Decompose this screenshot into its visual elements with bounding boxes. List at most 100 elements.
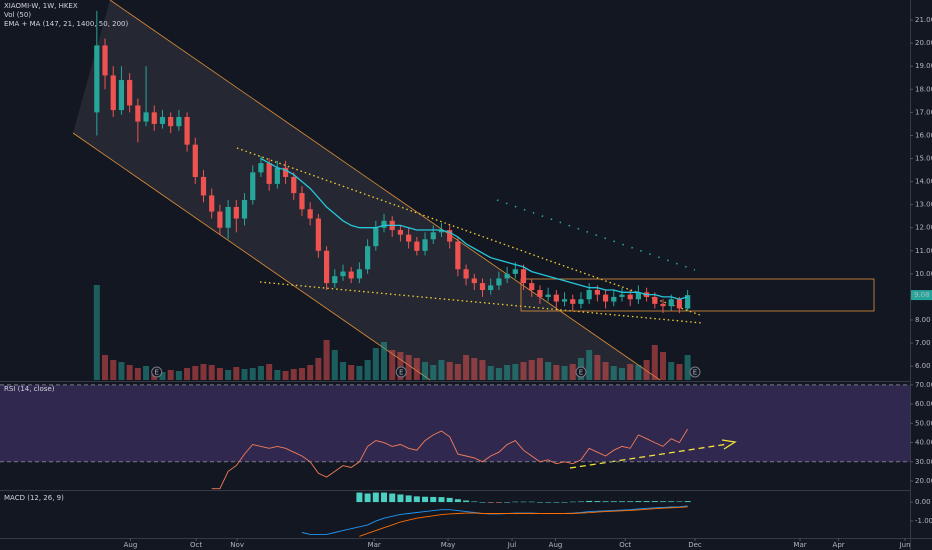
candle-body (529, 283, 535, 291)
earnings-marker (689, 366, 701, 378)
candle-body (127, 80, 133, 106)
volume-bar (175, 371, 182, 380)
candle-body (570, 299, 576, 304)
volume-bar (298, 368, 305, 380)
volume-bar (422, 362, 429, 380)
candle-body (356, 269, 363, 279)
x-tick-label: May (441, 541, 455, 549)
y-tick-label: 19.00 (915, 62, 932, 70)
candle-body (250, 172, 256, 201)
earnings-label: E (399, 369, 403, 377)
histogram-bar (381, 492, 388, 503)
ema-title: EMA + MA (147, 21, 1400, 50, 200) (4, 20, 129, 28)
candle-body (118, 80, 125, 111)
volume-bar (208, 365, 215, 380)
y-tick-label: 6.00 (915, 362, 931, 370)
histogram-bar (635, 501, 642, 503)
volume-bar (134, 368, 141, 380)
candle-body (471, 278, 477, 284)
candle-body (381, 220, 387, 228)
volume-bar (323, 340, 330, 380)
histogram-bar (660, 501, 667, 503)
x-tick-label: Aug (124, 541, 138, 549)
earnings-marker (395, 366, 407, 378)
volume-bar (602, 362, 609, 380)
volume-bar (364, 360, 371, 380)
arrow-head (721, 439, 737, 450)
candle-body (365, 246, 371, 270)
histogram-bar (594, 501, 601, 503)
x-tick-label: Oct (619, 541, 631, 549)
candle-body (135, 105, 141, 122)
candle-body (291, 176, 297, 194)
trend-line (236, 147, 701, 316)
y-tick-label: 10.00 (915, 270, 932, 278)
volume-bar (504, 365, 511, 380)
candle-body (282, 167, 289, 177)
candle-body (455, 241, 461, 270)
volume-bar (463, 355, 470, 380)
volume-bar (668, 362, 675, 380)
candle-body (619, 294, 625, 297)
histogram-bar (438, 497, 445, 503)
y-tick-label: 16.00 (915, 131, 932, 139)
volume-bar (520, 362, 527, 380)
candle-body (159, 116, 166, 124)
candle-body (225, 206, 231, 228)
histogram-bar (389, 493, 396, 503)
y-tick-label: 18.00 (915, 85, 932, 93)
candle-body (504, 273, 510, 279)
volume-bar (684, 355, 691, 380)
y-tick-label: 50.00 (915, 419, 932, 427)
volume-bar (413, 358, 420, 380)
candle-body (553, 294, 559, 302)
price-tag-label: 9.08 (914, 291, 930, 299)
volume-bar (594, 355, 601, 380)
candle-body (397, 230, 404, 235)
candle-body (323, 250, 330, 284)
candle-body (110, 75, 116, 111)
candle-body (151, 112, 157, 124)
volume-bar (118, 362, 125, 380)
rsi-band (0, 384, 910, 462)
candle-body (241, 200, 248, 219)
candle-body (512, 269, 518, 274)
histogram-bar (618, 501, 625, 503)
volume-bar (216, 368, 223, 380)
volume-bar (249, 368, 256, 380)
histogram-bar (651, 501, 658, 503)
volume-bar (381, 342, 388, 380)
candle-body (635, 292, 641, 300)
candle-body (496, 278, 502, 286)
y-tick-label: 17.00 (915, 108, 932, 116)
candle-body (430, 232, 436, 240)
volume-bar (102, 355, 109, 380)
earnings-label: E (579, 369, 583, 377)
histogram-bar (479, 502, 486, 503)
volume-bar (660, 352, 667, 380)
histogram-bar (520, 501, 527, 503)
x-tick-label: Apr (833, 541, 845, 549)
candle-body (668, 299, 674, 307)
y-tick-label: 8.00 (915, 316, 931, 324)
volume-bar (200, 364, 207, 380)
volume-bar (266, 364, 273, 380)
candle-body (447, 230, 453, 242)
volume-bar (356, 366, 363, 380)
volume-bar (143, 366, 150, 380)
histogram-bar (536, 502, 543, 503)
channel-edge (109, 0, 661, 381)
y-tick-label: 20.00 (915, 477, 932, 485)
candle-body (627, 294, 633, 300)
candle-body (102, 45, 108, 76)
y-tick-label: 0.00 (915, 498, 931, 506)
volume-bar (528, 360, 535, 380)
candle-body (594, 290, 600, 295)
histogram-bar (356, 492, 363, 503)
candle-body (660, 303, 666, 307)
y-tick-label: 70.00 (915, 381, 932, 389)
histogram-bar (553, 502, 560, 503)
volume-bar (651, 345, 658, 380)
histogram-bar (545, 502, 552, 503)
volume-bar (389, 350, 396, 380)
